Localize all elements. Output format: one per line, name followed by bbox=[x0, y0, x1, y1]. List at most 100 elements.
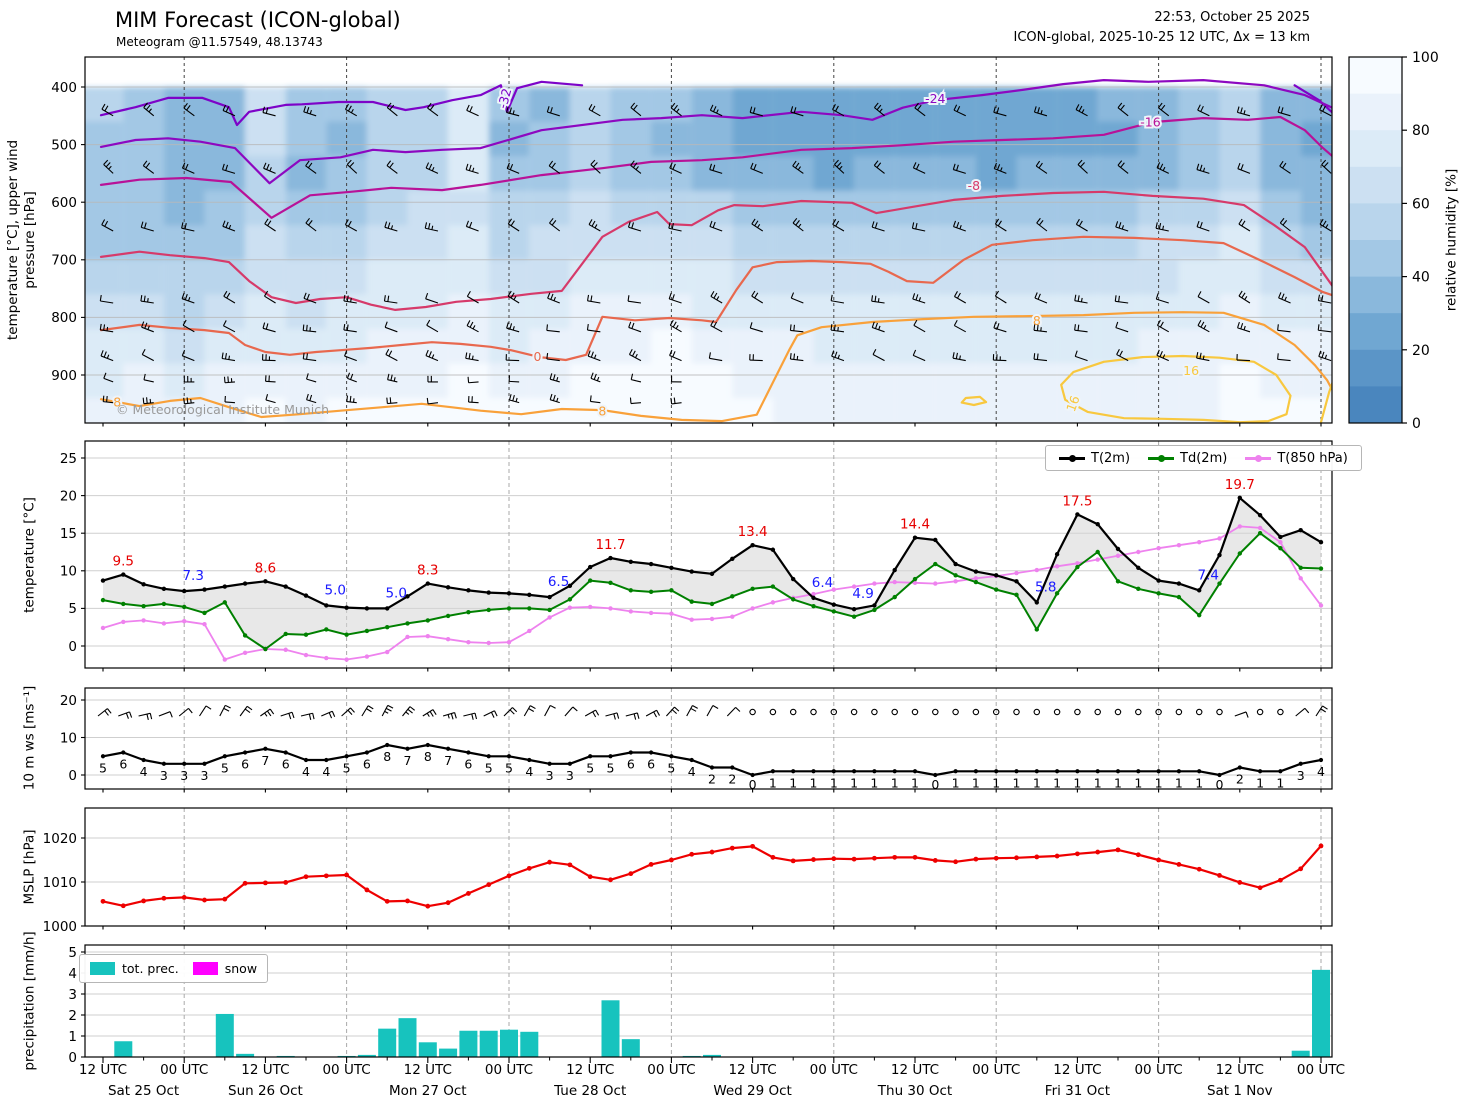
precipitation-ylabel: precipitation [mm/h] bbox=[21, 931, 38, 1071]
temperature-ylabel: temperature [°C] bbox=[21, 497, 38, 613]
wind-speed-value: 7 bbox=[404, 753, 412, 768]
contour--16 bbox=[99, 115, 1332, 219]
upper-wind-barbs bbox=[99, 102, 1332, 405]
wind-speed-value: 4 bbox=[140, 764, 148, 779]
tmax-label: 19.7 bbox=[1225, 477, 1255, 493]
precip-bar bbox=[500, 1029, 518, 1057]
precip-bar bbox=[215, 1013, 234, 1057]
td2m-line-swatch-icon bbox=[1148, 454, 1175, 462]
wind-speed-value: 1 bbox=[911, 775, 919, 790]
precip-bar bbox=[520, 1031, 539, 1057]
temperature-legend: T(2m) Td(2m) T(850 hPa) bbox=[1045, 445, 1362, 471]
contour--32 bbox=[1293, 84, 1332, 114]
legend-item-snow: snow bbox=[192, 961, 257, 976]
t2m-line-swatch-icon bbox=[1059, 454, 1085, 462]
wind-speed-value: 2 bbox=[1236, 772, 1244, 787]
x-tick-label: 00 UTC bbox=[1297, 1062, 1345, 1078]
watermark: © Meteorological Institute Munich bbox=[116, 402, 329, 417]
wind-speed-value: 1 bbox=[1195, 775, 1203, 790]
x-day-label: Sat 25 Oct bbox=[108, 1083, 179, 1099]
precip-bar bbox=[439, 1048, 458, 1057]
wind-speed-value: 1 bbox=[789, 775, 797, 790]
wind-speed-value: 5 bbox=[485, 760, 493, 775]
wind-speed-value: 7 bbox=[444, 753, 452, 768]
svg-text:0: 0 bbox=[533, 349, 541, 364]
svg-text:3: 3 bbox=[68, 987, 77, 1003]
x-tick-label: 12 UTC bbox=[891, 1062, 939, 1078]
wind-speed-value: 1 bbox=[891, 775, 899, 790]
svg-text:5: 5 bbox=[68, 945, 77, 961]
precip-bar bbox=[378, 1028, 397, 1057]
x-day-label: Mon 27 Oct bbox=[389, 1083, 467, 1099]
x-day-label: Thu 30 Oct bbox=[877, 1083, 952, 1099]
svg-text:20: 20 bbox=[60, 693, 77, 709]
svg-text:1020: 1020 bbox=[43, 831, 77, 847]
wind-speed-value: 8 bbox=[424, 749, 432, 764]
wind-speed-value: 5 bbox=[607, 760, 615, 775]
upper-air-ylabel-line1: temperature [°C], upper wind bbox=[5, 139, 21, 341]
t850-line-swatch-icon bbox=[1245, 454, 1272, 462]
wind-speed-value: 1 bbox=[952, 775, 960, 790]
svg-text:1010: 1010 bbox=[43, 875, 77, 891]
axes: 4005006007008009000510152025010201000101… bbox=[43, 56, 1333, 1066]
contour-16 bbox=[1319, 380, 1332, 423]
svg-text:10: 10 bbox=[60, 564, 77, 580]
precip-bar bbox=[236, 1053, 255, 1057]
svg-text:5: 5 bbox=[68, 601, 77, 617]
wind-speed-value: 1 bbox=[810, 775, 818, 790]
snow-swatch-icon bbox=[192, 962, 218, 975]
wind-speed-value: 1 bbox=[1094, 775, 1102, 790]
svg-text:0: 0 bbox=[1412, 416, 1421, 432]
wind-speed-value: 7 bbox=[261, 753, 269, 768]
x-axis-labels: 12 UTC 00 UTC 12 UTC 00 UTC 12 UTC 00 UTC 12 U… bbox=[79, 1062, 1345, 1099]
surface-wind-barbs bbox=[97, 704, 1328, 721]
x-day-label: Sun 26 Oct bbox=[228, 1083, 303, 1099]
header-model-info: ICON-global, 2025-10-25 12 UTC, Δx = 13 … bbox=[1013, 30, 1310, 45]
svg-text:900: 900 bbox=[51, 368, 77, 384]
svg-text:8: 8 bbox=[598, 403, 606, 418]
svg-text:700: 700 bbox=[51, 253, 77, 269]
svg-text:-24: -24 bbox=[925, 91, 945, 106]
x-tick-label: 12 UTC bbox=[241, 1062, 289, 1078]
wind-speed-value: 1 bbox=[1256, 775, 1264, 790]
tmin-label: 7.3 bbox=[182, 568, 203, 584]
wind-speed-value: 6 bbox=[363, 757, 371, 772]
colorbar-label: relative humidity [%] bbox=[1443, 168, 1460, 312]
precip-bar bbox=[621, 1039, 640, 1057]
svg-text:20: 20 bbox=[60, 488, 77, 504]
wind-speed-ylabel: 10 m ws [ms⁻¹] bbox=[21, 685, 38, 791]
contour-16 bbox=[960, 395, 988, 407]
x-day-label: Wed 29 Oct bbox=[713, 1083, 792, 1099]
svg-text:100: 100 bbox=[1412, 50, 1439, 66]
upper-air-ylabel-line2: pressure [hPa] bbox=[22, 191, 38, 289]
wind-speed-value: 1 bbox=[1175, 775, 1183, 790]
header-created-timestamp: 22:53, October 25 2025 bbox=[1154, 10, 1310, 25]
wind-speed-value: 3 bbox=[546, 768, 554, 783]
panel-precipitation bbox=[85, 945, 1332, 1057]
x-tick-label: 12 UTC bbox=[79, 1062, 127, 1078]
wind-speed-value: 2 bbox=[708, 772, 716, 787]
svg-text:25: 25 bbox=[60, 451, 77, 467]
wind-speed-value: 3 bbox=[160, 768, 168, 783]
svg-text:8: 8 bbox=[1033, 313, 1041, 328]
svg-text:-16: -16 bbox=[1140, 115, 1160, 130]
legend-label-t850: T(850 hPa) bbox=[1277, 450, 1348, 466]
contour--32 bbox=[99, 80, 584, 127]
precip-bar bbox=[459, 1030, 478, 1057]
wind-speed-value: 1 bbox=[1114, 775, 1122, 790]
tmax-label: 13.4 bbox=[738, 524, 768, 540]
wind-speed-value: 1 bbox=[870, 775, 878, 790]
wind-speed-value: 3 bbox=[566, 768, 574, 783]
contour-16 bbox=[1060, 354, 1292, 423]
wind-speed-value: 5 bbox=[343, 760, 351, 775]
precip-bar bbox=[479, 1030, 498, 1057]
precip-bar bbox=[1312, 969, 1330, 1057]
wind-speed-value: 1 bbox=[830, 775, 838, 790]
wind-speed-value: 1 bbox=[850, 775, 858, 790]
wind-speed-value: 6 bbox=[282, 757, 290, 772]
svg-text:2: 2 bbox=[68, 1008, 77, 1024]
svg-text:0: 0 bbox=[68, 639, 77, 655]
svg-text:400: 400 bbox=[51, 80, 77, 96]
wind-speed-value: 3 bbox=[180, 768, 188, 783]
